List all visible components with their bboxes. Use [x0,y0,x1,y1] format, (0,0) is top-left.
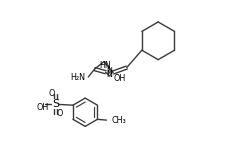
Text: HN: HN [98,61,110,70]
Text: N: N [105,67,111,76]
Text: S: S [52,99,59,109]
Text: N: N [105,70,111,79]
Text: CH₃: CH₃ [111,116,125,125]
Text: O: O [48,89,54,98]
Text: OH: OH [113,74,125,83]
Text: OH: OH [36,103,48,112]
Text: O: O [56,109,63,118]
Text: H₂N: H₂N [70,73,85,82]
